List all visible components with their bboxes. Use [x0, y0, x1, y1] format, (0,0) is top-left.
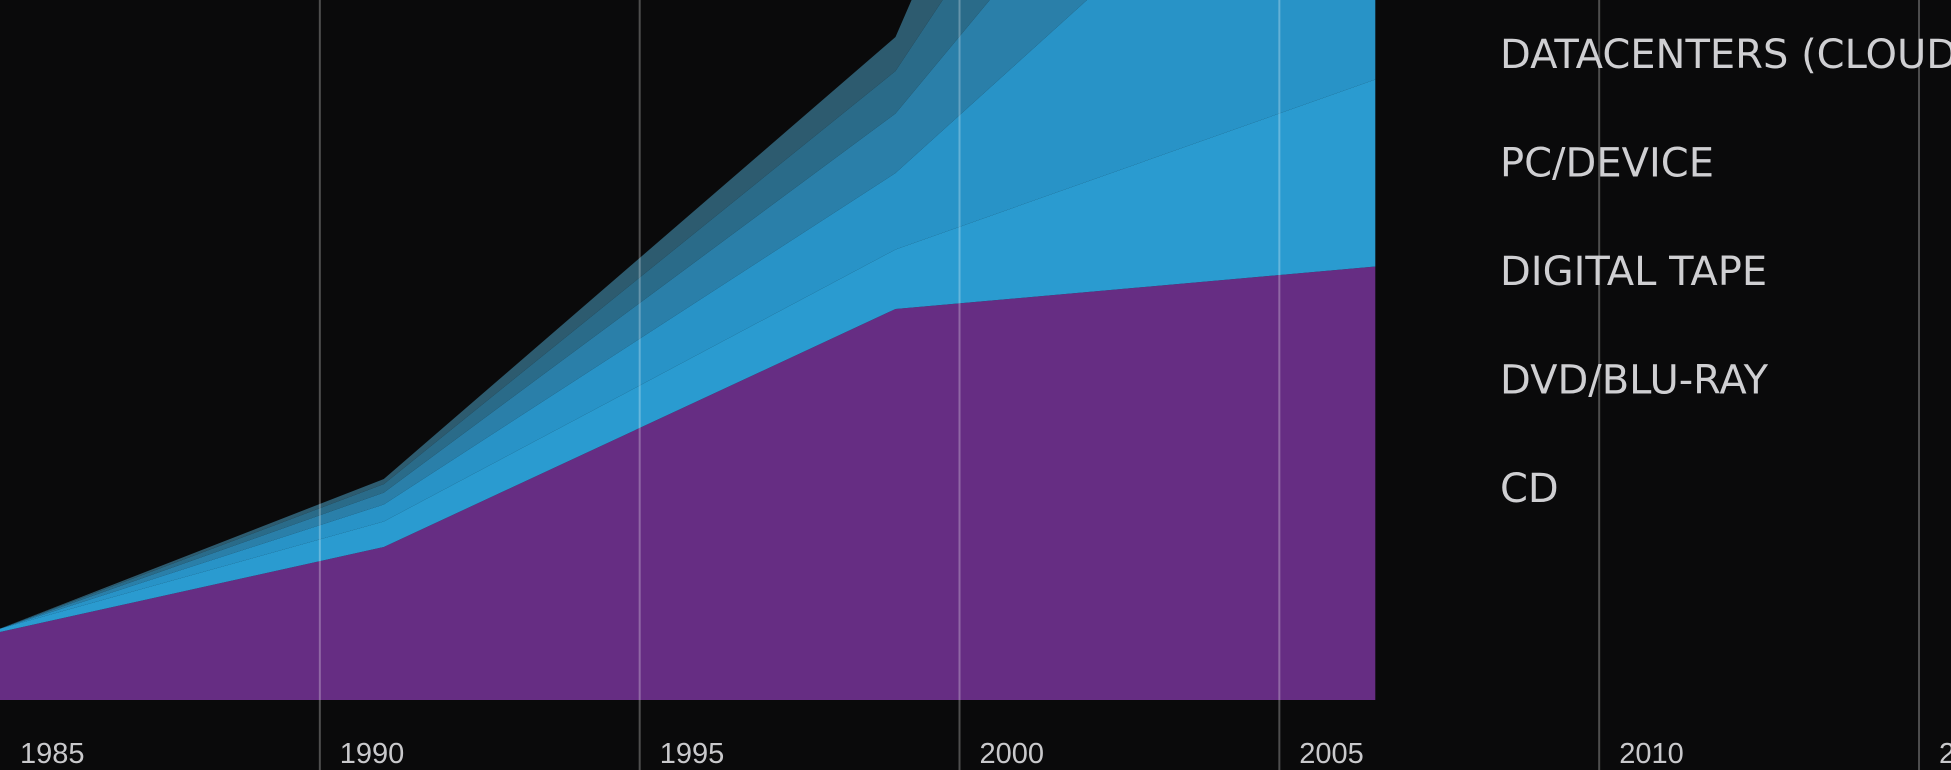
legend-label-pc-device: PC/DEVICE	[1500, 141, 1714, 187]
legend-label-datacenters-cloud: DATACENTERS (CLOUD)	[1500, 32, 1951, 78]
x-tick-label-2000: 2000	[980, 738, 1045, 770]
x-tick-label-1990: 1990	[340, 738, 405, 770]
x-tick-label-2010: 2010	[1619, 738, 1684, 770]
x-tick-label-2015: 2	[1939, 738, 1951, 770]
x-tick-label-1995: 1995	[660, 738, 725, 770]
legend-label-dvd-blu-ray: DVD/BLU-RAY	[1500, 358, 1769, 404]
x-tick-label-2005: 2005	[1299, 738, 1364, 770]
legend-label-cd: CD	[1500, 466, 1559, 512]
x-tick-label-1985: 1985	[20, 738, 85, 770]
legend-label-digital-tape: DIGITAL TAPE	[1500, 249, 1767, 295]
